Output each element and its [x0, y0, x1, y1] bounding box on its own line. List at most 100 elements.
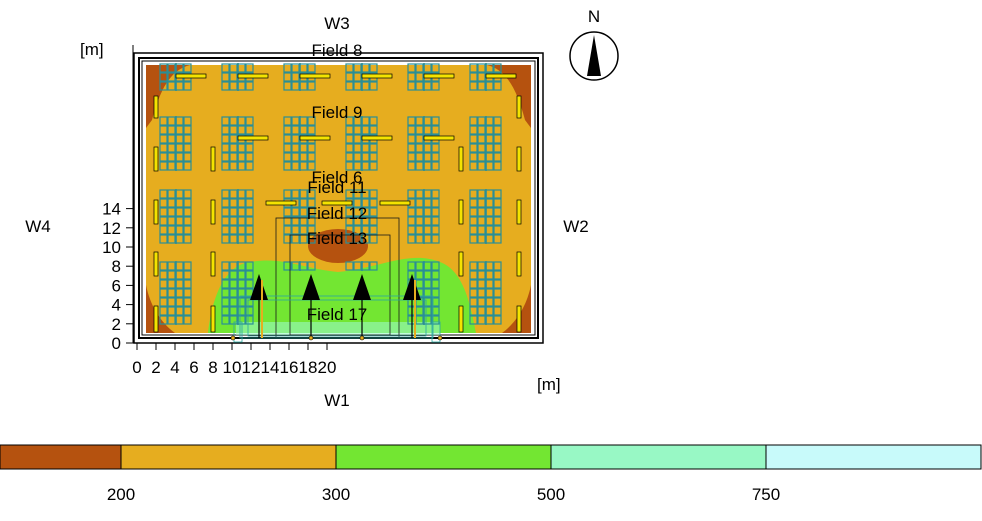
legend-swatch	[765, 444, 982, 470]
desk-cluster	[159, 116, 192, 171]
luminaire	[299, 135, 331, 141]
field-label-8: Field 8	[311, 41, 362, 60]
luminaire	[423, 73, 455, 79]
y-tick-label: 12	[102, 219, 121, 238]
x-tick-label: 8	[208, 358, 217, 377]
zone-below-200-sw	[146, 285, 175, 333]
x-tick-label: 4	[170, 358, 179, 377]
zone-below-200-nw	[146, 65, 190, 128]
legend-swatch	[120, 444, 337, 470]
desk-cluster	[221, 63, 254, 91]
desk-cluster	[407, 63, 440, 91]
desk-cluster	[345, 261, 378, 271]
luminaire	[153, 305, 159, 333]
desk-cluster	[469, 261, 502, 325]
y-tick-label: 8	[112, 257, 121, 276]
y-tick-label: 14	[102, 200, 121, 219]
luminaire	[153, 199, 159, 225]
x-tick-label: 14	[261, 358, 280, 377]
compass: N	[569, 7, 619, 81]
field-label-17: Field 17	[307, 305, 367, 324]
zone-750-plus	[236, 322, 440, 335]
x-tick-label: 10	[223, 358, 242, 377]
legend-threshold-label: 750	[752, 485, 780, 504]
luminaire	[423, 135, 455, 141]
luminaire	[321, 200, 353, 206]
field-label-9: Field 9	[311, 103, 362, 122]
luminaire	[516, 95, 522, 119]
x-tick-label: 0	[132, 358, 141, 377]
luminaire	[175, 73, 207, 79]
desk-cluster	[469, 189, 502, 244]
luminaire	[361, 135, 393, 141]
north-arrow-icon	[587, 35, 601, 76]
luminaire	[237, 135, 269, 141]
x-tick-label: 20	[318, 358, 337, 377]
luminaire	[210, 305, 216, 333]
desk-cluster	[407, 116, 440, 171]
luminaire	[458, 199, 464, 225]
luminaire	[516, 199, 522, 225]
zone-below-200-se	[502, 285, 531, 333]
luminaire	[516, 251, 522, 277]
compass-label: N	[588, 7, 600, 26]
wall-label-south: W1	[324, 391, 350, 410]
desk-cluster	[221, 116, 254, 171]
luminaire	[458, 251, 464, 277]
field-label-6: Field 6	[311, 168, 362, 187]
wall-label-west: W4	[25, 217, 51, 236]
legend-threshold-label: 200	[107, 485, 135, 504]
axes	[132, 45, 535, 344]
x-tick-label: 6	[189, 358, 198, 377]
luminaire	[458, 146, 464, 172]
luminaire	[210, 251, 216, 277]
zone-below-200-ne	[487, 65, 531, 128]
luminaire	[379, 200, 411, 206]
y-tick-label: 6	[112, 276, 121, 295]
y-unit-label: [m]	[80, 40, 104, 59]
luminaire	[153, 146, 159, 172]
field-label-12: Field 12	[307, 204, 367, 223]
x-tick-label: 12	[242, 358, 261, 377]
legend-swatch	[0, 444, 122, 470]
spotlight-group	[230, 274, 443, 341]
luminaire	[361, 73, 393, 79]
luminaire	[153, 251, 159, 277]
luminaire	[153, 95, 159, 119]
wall-label-east: W2	[563, 217, 589, 236]
y-tick-label: 4	[112, 296, 121, 315]
desk-cluster	[221, 189, 254, 244]
zone-500-750	[208, 257, 476, 333]
y-tick-label: 2	[112, 315, 121, 334]
legend-swatch	[335, 444, 552, 470]
y-tick-label: 0	[112, 334, 121, 353]
y-tick-label: 10	[102, 238, 121, 257]
desk-cluster	[283, 116, 316, 171]
desk-cluster	[159, 189, 192, 244]
legend-threshold-label: 500	[537, 485, 565, 504]
x-tick-label: 2	[151, 358, 160, 377]
desk-cluster	[159, 261, 192, 325]
desk-cluster	[469, 116, 502, 171]
luminaire	[485, 73, 517, 79]
x-ticks: 0 2 4 6 8 10 12 14 16 18 20	[132, 343, 336, 377]
desk-cluster	[221, 261, 254, 325]
field-label-13: Field 13	[307, 229, 367, 248]
wall-label-north: W3	[324, 14, 350, 33]
field-outlines	[233, 217, 441, 343]
x-tick-label: 18	[299, 358, 318, 377]
illuminance-legend: 200 300 500 750	[0, 444, 982, 504]
legend-threshold-label: 300	[322, 485, 350, 504]
luminaire	[299, 73, 331, 79]
luminaire	[458, 305, 464, 333]
luminaire	[516, 305, 522, 333]
x-tick-label: 16	[280, 358, 299, 377]
luminaire	[237, 73, 269, 79]
x-unit-label: [m]	[537, 375, 561, 394]
luminaire	[210, 199, 216, 225]
luminaire	[516, 146, 522, 172]
desk-cluster	[283, 261, 316, 271]
desk-cluster	[407, 189, 440, 244]
